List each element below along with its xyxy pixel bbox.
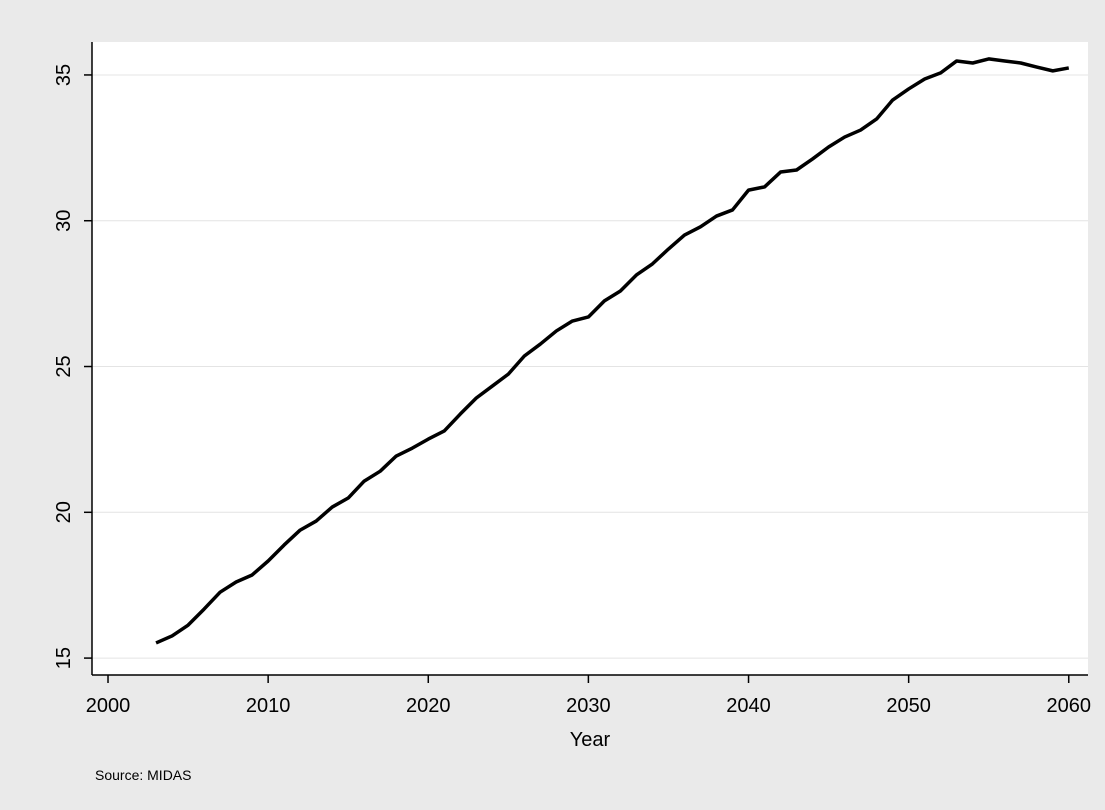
y-tick-label: 20	[53, 501, 75, 523]
x-axis-title: Year	[570, 729, 611, 751]
y-tick-label: 30	[53, 210, 75, 232]
source-note: Source: MIDAS	[95, 767, 191, 783]
x-tick-label: 2000	[86, 695, 131, 717]
y-tick-label: 15	[53, 647, 75, 669]
x-tick-label: 2020	[406, 695, 451, 717]
y-tick-label: 35	[53, 64, 75, 86]
x-tick-label: 2060	[1047, 695, 1092, 717]
x-tick-label: 2040	[726, 695, 771, 717]
x-tick-label: 2050	[886, 695, 931, 717]
x-tick-label: 2030	[566, 695, 611, 717]
data-line	[155, 57, 1070, 645]
y-tick-label: 25	[53, 355, 75, 377]
x-tick-label: 2010	[246, 695, 291, 717]
